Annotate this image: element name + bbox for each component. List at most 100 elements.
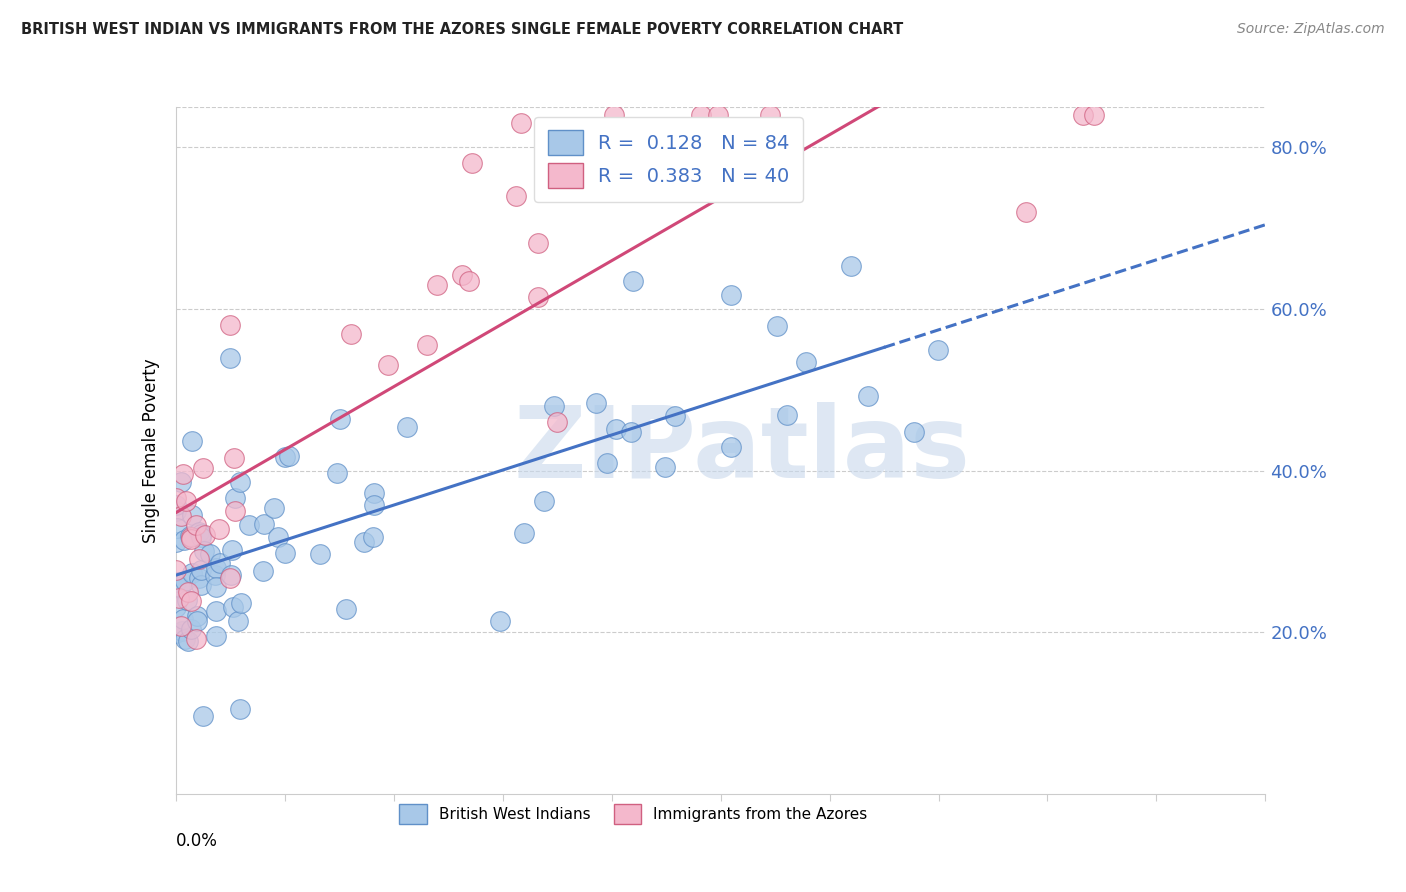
- Point: [274, 546, 297, 560]
- Point: [184, 632, 207, 646]
- Point: [513, 525, 536, 540]
- Point: [165, 574, 187, 589]
- Point: [308, 547, 330, 561]
- Point: [188, 551, 211, 566]
- Point: [165, 491, 187, 505]
- Point: [596, 456, 619, 470]
- Point: [839, 259, 862, 273]
- Point: [229, 596, 252, 610]
- Point: [176, 593, 198, 607]
- Text: Source: ZipAtlas.com: Source: ZipAtlas.com: [1237, 22, 1385, 37]
- Point: [527, 290, 550, 304]
- Point: [193, 543, 215, 558]
- Point: [179, 529, 201, 543]
- Point: [187, 571, 209, 585]
- Point: [766, 319, 789, 334]
- Point: [191, 708, 214, 723]
- Point: [180, 594, 202, 608]
- Point: [204, 629, 226, 643]
- Point: [180, 533, 202, 547]
- Point: [720, 287, 742, 301]
- Point: [186, 615, 208, 629]
- Point: [363, 498, 385, 512]
- Point: [720, 440, 742, 454]
- Text: ZIPatlas: ZIPatlas: [515, 402, 970, 499]
- Point: [543, 399, 565, 413]
- Point: [224, 503, 246, 517]
- Point: [194, 528, 217, 542]
- Point: [165, 563, 187, 577]
- Point: [903, 425, 925, 440]
- Point: [205, 580, 228, 594]
- Point: [190, 578, 212, 592]
- Point: [176, 584, 198, 599]
- Point: [219, 570, 242, 584]
- Point: [461, 156, 484, 170]
- Point: [267, 530, 290, 544]
- Point: [353, 534, 375, 549]
- Point: [1071, 108, 1094, 122]
- Text: 0.0%: 0.0%: [176, 831, 218, 850]
- Point: [219, 567, 242, 582]
- Point: [1015, 205, 1038, 219]
- Point: [221, 543, 243, 558]
- Point: [335, 602, 357, 616]
- Point: [361, 530, 384, 544]
- Point: [181, 566, 204, 580]
- Point: [794, 354, 817, 368]
- Point: [222, 450, 245, 465]
- Point: [222, 600, 245, 615]
- Text: BRITISH WEST INDIAN VS IMMIGRANTS FROM THE AZORES SINGLE FEMALE POVERTY CORRELAT: BRITISH WEST INDIAN VS IMMIGRANTS FROM T…: [21, 22, 903, 37]
- Point: [165, 599, 187, 614]
- Point: [278, 450, 301, 464]
- Point: [776, 409, 799, 423]
- Point: [172, 467, 194, 481]
- Point: [186, 609, 208, 624]
- Point: [170, 619, 193, 633]
- Point: [325, 467, 347, 481]
- Point: [180, 508, 202, 522]
- Point: [191, 460, 214, 475]
- Point: [416, 338, 439, 352]
- Point: [274, 450, 297, 465]
- Point: [263, 500, 285, 515]
- Point: [205, 561, 228, 575]
- Point: [190, 563, 212, 577]
- Point: [527, 235, 550, 250]
- Point: [927, 343, 949, 357]
- Point: [252, 565, 274, 579]
- Point: [174, 632, 197, 646]
- Point: [451, 268, 474, 282]
- Point: [363, 486, 385, 500]
- Point: [533, 494, 555, 508]
- Point: [707, 108, 730, 122]
- Point: [620, 425, 643, 439]
- Point: [187, 525, 209, 540]
- Point: [198, 547, 221, 561]
- Point: [165, 534, 187, 549]
- Point: [226, 614, 249, 628]
- Point: [664, 409, 686, 424]
- Point: [340, 327, 363, 342]
- Point: [602, 108, 624, 122]
- Point: [204, 568, 226, 582]
- Point: [1083, 108, 1105, 122]
- Point: [509, 116, 531, 130]
- Point: [170, 475, 193, 489]
- Point: [180, 530, 202, 544]
- Point: [395, 420, 418, 434]
- Y-axis label: Single Female Poverty: Single Female Poverty: [142, 359, 160, 542]
- Point: [758, 108, 780, 122]
- Legend: British West Indians, Immigrants from the Azores: British West Indians, Immigrants from th…: [388, 793, 879, 834]
- Point: [546, 415, 568, 429]
- Point: [458, 274, 481, 288]
- Point: [689, 108, 711, 122]
- Point: [181, 434, 204, 449]
- Point: [170, 508, 193, 523]
- Point: [228, 702, 250, 716]
- Point: [173, 533, 195, 547]
- Point: [165, 498, 187, 512]
- Point: [219, 351, 242, 365]
- Point: [176, 494, 198, 508]
- Point: [224, 491, 246, 505]
